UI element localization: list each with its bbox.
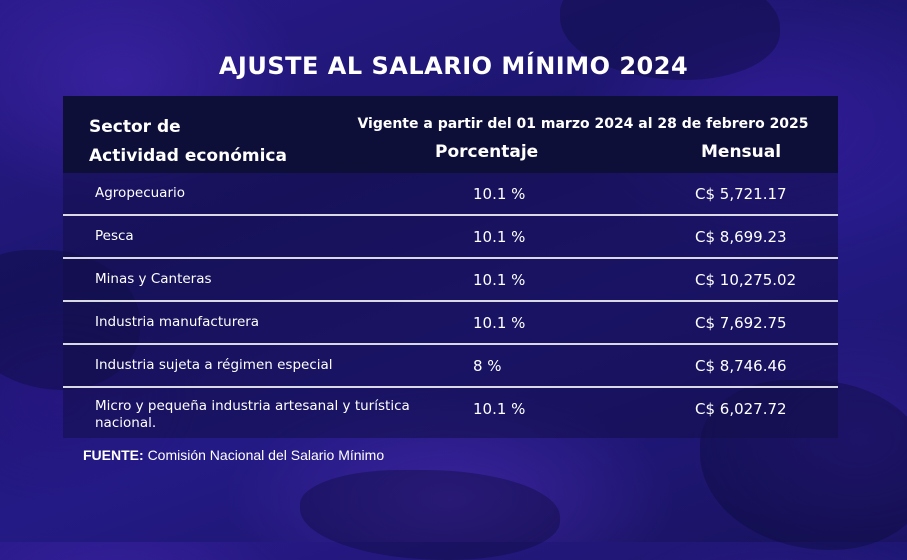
table-row: Industria sujeta a régimen especial 8 % … (63, 345, 838, 388)
cell-porcentaje: 10.1 % (473, 314, 526, 332)
cell-porcentaje: 8 % (473, 357, 502, 375)
cell-sector: Minas y Canteras (95, 271, 212, 287)
header-porcentaje: Porcentaje (435, 142, 539, 162)
source-text: Comisión Nacional del Salario Mínimo (147, 447, 385, 463)
cell-sector: Pesca (95, 228, 134, 244)
cell-porcentaje: 10.1 % (473, 271, 526, 289)
header-sector-line2: Actividad económica (89, 146, 287, 166)
table-row: Industria manufacturera 10.1 % C$ 7,692.… (63, 302, 838, 345)
cell-mensual: C$ 7,692.75 (695, 314, 787, 332)
table-row: Agropecuario 10.1 % C$ 5,721.17 (63, 173, 838, 216)
source-label: FUENTE: (83, 447, 144, 463)
cell-porcentaje: 10.1 % (473, 185, 526, 203)
page-title: AJUSTE AL SALARIO MÍNIMO 2024 (218, 52, 689, 80)
table-row: Micro y pequeña industria artesanal y tu… (63, 388, 838, 438)
cell-sector: Agropecuario (95, 185, 186, 201)
salary-table: Sector de Actividad económica Vigente a … (63, 96, 838, 438)
cell-mensual: C$ 8,746.46 (695, 357, 787, 375)
cell-mensual: C$ 8,699.23 (695, 228, 787, 246)
header-mensual: Mensual (701, 142, 782, 162)
background-texture (300, 470, 560, 560)
table-row: Pesca 10.1 % C$ 8,699.23 (63, 216, 838, 259)
cell-sector: Industria manufacturera (95, 314, 260, 330)
source-note: FUENTE: Comisión Nacional del Salario Mí… (83, 447, 384, 463)
cell-mensual: C$ 6,027.72 (695, 400, 787, 418)
cell-porcentaje: 10.1 % (473, 228, 526, 246)
cell-sector: Micro y pequeña industria artesanal y tu… (95, 398, 410, 431)
cell-porcentaje: 10.1 % (473, 400, 526, 418)
cell-sector: Industria sujeta a régimen especial (95, 357, 333, 373)
cell-mensual: C$ 5,721.17 (695, 185, 787, 203)
table-row: Minas y Canteras 10.1 % C$ 10,275.02 (63, 259, 838, 302)
table-header: Sector de Actividad económica Vigente a … (63, 96, 838, 173)
header-vigente: Vigente a partir del 01 marzo 2024 al 28… (357, 116, 809, 132)
cell-mensual: C$ 10,275.02 (695, 271, 797, 289)
header-sector-line1: Sector de (89, 117, 181, 137)
header-sector: Sector de Actividad económica (89, 113, 349, 171)
